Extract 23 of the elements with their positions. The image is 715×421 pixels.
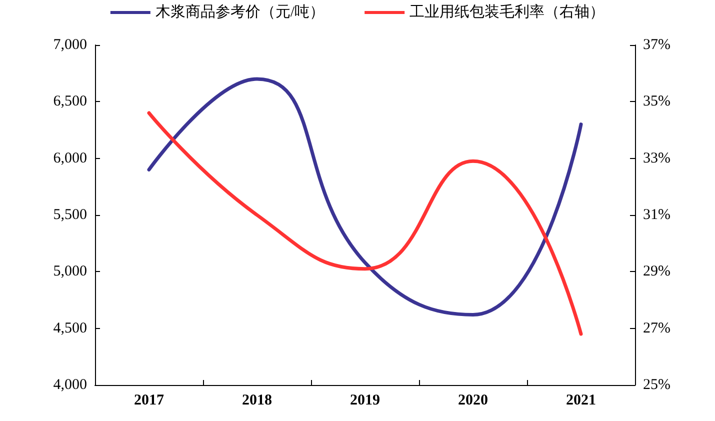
y-tick-label: 6,500 (53, 94, 87, 110)
y-tick-label: 4,000 (53, 377, 87, 393)
y2-tick-label: 33% (643, 150, 670, 166)
y2-tick-label: 35% (643, 94, 670, 110)
y-tick-label: 5,500 (53, 207, 87, 223)
y-tick-label: 7,000 (53, 37, 87, 53)
legend-label: 工业用纸包装毛利率（右轴） (410, 4, 605, 20)
y2-tick-label: 37% (643, 37, 670, 53)
line-series (147, 77, 583, 316)
y-tick-label: 4,500 (53, 320, 87, 336)
x-tick-label: 2019 (350, 392, 380, 408)
x-tick-label: 2017 (134, 392, 164, 408)
y2-tick-label: 31% (643, 207, 670, 223)
x-tick-label: 2021 (566, 392, 596, 408)
legend-label: 木浆商品参考价（元/吨） (155, 4, 325, 20)
line-series (147, 111, 583, 336)
y-tick-label: 6,000 (53, 150, 87, 166)
y2-tick-label: 25% (643, 377, 670, 393)
x-tick-label: 2018 (242, 392, 272, 408)
y2-tick-label: 29% (643, 264, 670, 280)
x-tick-label: 2020 (458, 392, 488, 408)
y2-tick-label: 27% (643, 320, 670, 336)
y-tick-label: 5,000 (53, 264, 87, 280)
